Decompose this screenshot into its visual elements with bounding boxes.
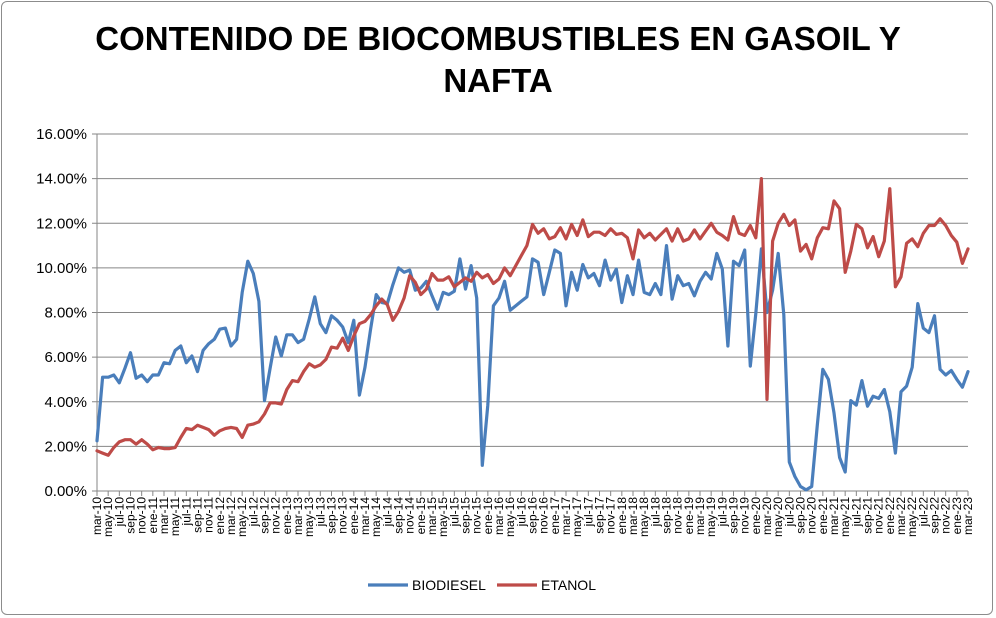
x-tick-label: jul-13: [313, 497, 327, 528]
x-tick-label: mar-13: [291, 497, 305, 535]
x-tick-label: mar-23: [961, 497, 975, 535]
x-tick-label: jul-20: [782, 497, 796, 528]
x-tick-label: jul-17: [581, 497, 595, 528]
x-tick-label: ene-12: [213, 497, 227, 535]
x-tick-label: sep-11: [191, 497, 205, 533]
y-tick-label: 16.00%: [36, 126, 87, 143]
x-tick-label: mar-21: [827, 497, 841, 535]
x-tick-label: sep-13: [325, 497, 339, 534]
x-tick-label: may-20: [771, 497, 785, 537]
x-tick-label: sep-20: [794, 497, 808, 534]
x-tick-label: jul-19: [715, 497, 729, 528]
chart-title-line-2: NAFTA: [443, 62, 553, 99]
x-tick-label: jul-14: [380, 497, 394, 528]
chart-title-line-1: CONTENIDO DE BIOCOMBUSTIBLES EN GASOIL Y: [95, 20, 901, 57]
x-tick-label: ene-22: [883, 497, 897, 535]
x-tick-label: mar-10: [90, 497, 104, 535]
x-tick-label: ene-20: [749, 497, 763, 535]
x-tick-label: ene-17: [548, 497, 562, 535]
x-tick-label: jul-12: [246, 497, 260, 528]
x-tick-label: ene-11: [146, 497, 160, 534]
x-tick-label: nov-17: [604, 497, 618, 534]
chart-title: CONTENIDO DE BIOCOMBUSTIBLES EN GASOIL Y…: [0, 18, 996, 102]
x-tick-label: sep-17: [593, 497, 607, 534]
x-tick-label: may-18: [637, 497, 651, 537]
x-tick-label: jul-10: [112, 497, 126, 528]
x-tick-label: may-19: [704, 497, 718, 537]
x-tick-label: mar-16: [492, 497, 506, 535]
x-tick-label: mar-17: [559, 497, 573, 535]
y-tick-label: 0.00%: [44, 483, 87, 500]
x-tick-label: sep-19: [727, 497, 741, 534]
x-tick-label: nov-18: [671, 497, 685, 534]
x-tick-label: jul-18: [648, 497, 662, 528]
x-tick-label: nov-22: [939, 497, 953, 534]
y-tick-label: 12.00%: [36, 215, 87, 232]
x-tick-label: nov-20: [805, 497, 819, 534]
x-tick-label: ene-19: [682, 497, 696, 535]
x-tick-label: may-12: [235, 497, 249, 537]
x-tick-label: ene-15: [414, 497, 428, 535]
x-tick-label: jul-22: [916, 497, 930, 528]
x-tick-label: mar-15: [425, 497, 439, 535]
series-line-etanol: [95, 177, 970, 457]
x-tick-label: sep-15: [459, 497, 473, 534]
x-tick-label: ene-13: [280, 497, 294, 535]
x-tick-label: may-13: [302, 497, 316, 537]
x-tick-label: ene-23: [950, 497, 964, 535]
x-tick-label: nov-12: [269, 497, 283, 534]
x-tick-label: may-17: [570, 497, 584, 537]
x-tick-label: nov-15: [470, 497, 484, 534]
x-tick-label: nov-14: [403, 497, 417, 534]
x-tick-label: may-21: [838, 497, 852, 537]
y-tick-label: 14.00%: [36, 171, 87, 188]
x-tick-label: nov-16: [537, 497, 551, 534]
x-tick-label: ene-16: [481, 497, 495, 535]
series-line-biodiesel: [95, 244, 970, 492]
x-tick-label: may-14: [369, 497, 383, 537]
legend-label-etanol: ETANOL: [541, 577, 596, 593]
x-tick-label: sep-16: [526, 497, 540, 534]
x-tick-label: may-11: [168, 497, 182, 536]
x-tick-label: ene-14: [347, 497, 361, 535]
x-tick-label: sep-14: [392, 497, 406, 534]
x-tick-label: sep-21: [861, 497, 875, 534]
x-tick-label: may-15: [436, 497, 450, 537]
x-tick-label: sep-18: [660, 497, 674, 534]
x-tick-label: may-16: [503, 497, 517, 537]
x-tick-label: jul-11: [179, 497, 193, 527]
x-tick-label: nov-10: [135, 497, 149, 534]
x-tick-label: mar-20: [760, 497, 774, 535]
y-tick-label: 8.00%: [44, 305, 87, 322]
y-tick-label: 4.00%: [44, 394, 87, 411]
legend-label-biodiesel: BIODIESEL: [412, 577, 486, 593]
x-tick-label: nov-13: [336, 497, 350, 534]
x-tick-label: nov-11: [202, 497, 216, 533]
y-tick-label: 10.00%: [36, 260, 87, 277]
y-tick-label: 2.00%: [44, 438, 87, 455]
x-tick-label: jul-21: [849, 497, 863, 528]
x-tick-label: sep-10: [124, 497, 138, 534]
x-tick-label: may-22: [905, 497, 919, 537]
y-tick-label: 6.00%: [44, 349, 87, 366]
x-tick-label: mar-14: [358, 497, 372, 535]
x-tick-label: mar-12: [224, 497, 238, 535]
x-tick-label: jul-16: [514, 497, 528, 528]
x-tick-label: nov-21: [872, 497, 886, 534]
x-tick-label: mar-11: [157, 497, 171, 534]
x-tick-label: may-10: [101, 497, 115, 537]
x-tick-label: nov-19: [738, 497, 752, 534]
x-tick-label: jul-15: [447, 497, 461, 528]
x-tick-label: sep-22: [928, 497, 942, 534]
x-tick-label: mar-18: [626, 497, 640, 535]
x-tick-label: mar-22: [894, 497, 908, 535]
x-tick-label: mar-19: [693, 497, 707, 535]
x-tick-label: ene-21: [816, 497, 830, 535]
x-tick-label: ene-18: [615, 497, 629, 535]
x-tick-label: sep-12: [258, 497, 272, 534]
